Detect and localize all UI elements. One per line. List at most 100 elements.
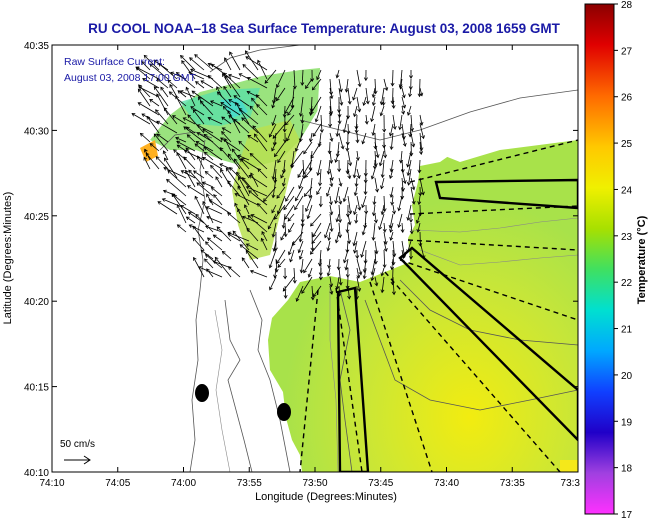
x-tick-label: 74:05: [105, 478, 130, 489]
current-vector: [361, 132, 367, 145]
current-vector: [271, 177, 277, 199]
current-vector: [237, 154, 250, 161]
current-vector: [288, 222, 295, 233]
current-vector: [417, 159, 422, 174]
current-vector: [249, 269, 268, 278]
current-vector: [383, 240, 388, 252]
x-tick-label: 73:35: [500, 478, 525, 489]
current-vector: [307, 267, 313, 278]
current-vector: [153, 85, 169, 107]
current-vector: [356, 195, 362, 211]
current-vector: [235, 101, 250, 125]
current-vector: [241, 177, 259, 197]
current-vector: [298, 222, 304, 243]
current-vector: [290, 150, 304, 168]
current-vector: [227, 212, 241, 224]
current-vector: [325, 186, 331, 197]
colorbar-tick-label: 20: [621, 371, 633, 382]
current-vector: [363, 177, 368, 196]
current-vector: [141, 113, 160, 125]
current-vector: [202, 200, 214, 224]
current-vector: [271, 141, 277, 152]
current-vector: [299, 258, 304, 274]
current-vector: [268, 249, 277, 269]
current-vector: [248, 190, 268, 206]
current-vector: [138, 86, 160, 98]
current-vector: [379, 87, 385, 106]
current-vector: [187, 211, 205, 224]
current-vector: [241, 117, 259, 134]
current-vector: [345, 141, 350, 152]
current-vector: [389, 132, 394, 151]
current-vector: [272, 123, 286, 139]
current-vector: [410, 132, 416, 148]
current-vector: [231, 148, 241, 161]
current-vector: [312, 285, 322, 298]
current-vector: [342, 186, 349, 203]
current-vector: [185, 169, 196, 188]
current-vector: [356, 267, 361, 279]
current-vector: [297, 168, 304, 179]
current-vector: [202, 128, 223, 143]
current-vector: [283, 195, 295, 211]
current-vector: [207, 116, 223, 125]
current-vector: [227, 233, 241, 242]
current-vector: [264, 69, 277, 84]
bathymetry-contours: [214, 217, 578, 472]
current-vector: [360, 240, 367, 258]
current-vector: [337, 114, 342, 125]
current-vector: [271, 114, 277, 127]
current-vector: [223, 72, 241, 89]
current-vector: [335, 213, 340, 223]
current-vector: [220, 168, 232, 188]
current-vector: [220, 102, 241, 116]
current-vector: [338, 87, 344, 106]
colorbar-label: Temperature (°C): [636, 215, 648, 304]
current-vector: [372, 195, 377, 206]
current-vector: [199, 100, 214, 116]
current-vector: [373, 213, 378, 224]
current-vector: [419, 123, 425, 140]
current-vector: [352, 87, 358, 101]
current-vector: [223, 85, 232, 98]
current-vector: [310, 96, 322, 115]
current-vector: [186, 134, 196, 143]
current-vector: [205, 206, 223, 215]
dashed-radial-lines: [299, 139, 578, 472]
current-vector: [214, 256, 232, 278]
current-vector: [131, 113, 151, 125]
current-vector: [382, 114, 387, 133]
current-vector: [272, 240, 277, 252]
current-vector: [291, 231, 304, 246]
current-vector: [380, 159, 385, 179]
current-vector: [280, 168, 286, 179]
current-vector: [256, 103, 268, 116]
current-vector: [224, 75, 241, 98]
current-vector: [314, 105, 322, 123]
current-vector: [409, 222, 414, 235]
current-vector: [382, 222, 387, 233]
current-vector: [276, 87, 286, 102]
current-vector: [149, 63, 169, 80]
current-vector: [163, 166, 187, 179]
current-vector: [246, 77, 268, 89]
current-vector: [213, 194, 223, 206]
current-vector: [215, 176, 223, 188]
current-vector: [195, 140, 214, 152]
current-vector: [397, 195, 403, 212]
current-vector: [381, 96, 386, 106]
current-vector: [354, 177, 359, 188]
current-vector: [194, 54, 214, 71]
current-vector: [186, 185, 205, 197]
current-vector: [162, 150, 169, 161]
current-vector: [212, 234, 223, 242]
current-vector: [416, 222, 421, 233]
current-vector: [196, 182, 214, 197]
current-vector: [298, 177, 304, 190]
box-east: [434, 178, 578, 210]
colorbar-tick-label: 25: [621, 139, 633, 150]
colorbar-tick-label: 27: [621, 46, 633, 57]
current-vector: [210, 186, 223, 197]
current-vector: [300, 69, 305, 86]
current-vector: [166, 178, 187, 197]
